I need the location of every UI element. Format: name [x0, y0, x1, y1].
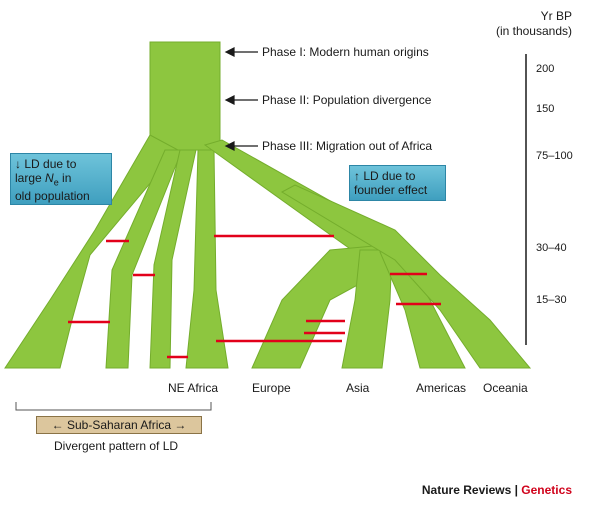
- trunk-branch: [149, 41, 221, 151]
- ne-subscript: e: [53, 177, 59, 188]
- region-ne-africa: NE Africa: [168, 381, 219, 395]
- region-europe: Europe: [252, 381, 291, 395]
- time-tick-label: 75–100: [536, 150, 573, 162]
- journal-credit: Nature Reviews | Genetics: [422, 483, 572, 497]
- brand-separator: |: [511, 483, 522, 497]
- region-asia: Asia: [346, 381, 370, 395]
- phase-3-label: Phase III: Migration out of Africa: [262, 139, 433, 153]
- africa-branch-1: [4, 134, 179, 369]
- ld-decrease-box: ↓ LD due to large Ne in old population: [10, 153, 112, 205]
- time-tick-label: 200: [536, 63, 555, 75]
- sub-saharan-box: ← Sub-Saharan Africa →: [36, 416, 202, 434]
- ne-africa-branch: [185, 149, 229, 369]
- time-tick-label: 30–40: [536, 242, 567, 254]
- ld-decrease-line2: large Ne in: [15, 171, 107, 189]
- phase-1-label: Phase I: Modern human origins: [262, 45, 429, 59]
- time-tick-label: 150: [536, 103, 555, 115]
- ld-decrease-pre: large: [15, 171, 46, 185]
- africa-branch-3: [149, 149, 197, 369]
- brand-name: Nature Reviews: [421, 483, 512, 497]
- ld-decrease-line1: ↓ LD due to: [15, 157, 107, 171]
- timescale-subtitle: (in thousands): [495, 24, 572, 38]
- oceania-branch: [280, 184, 532, 369]
- ld-decrease-line3: old population: [15, 189, 90, 204]
- phase2-arrowhead: [224, 95, 235, 105]
- region-americas: Americas: [416, 381, 467, 395]
- sub-saharan-caption: Divergent pattern of LD: [54, 439, 179, 453]
- ld-decrease-post: in: [58, 171, 72, 185]
- ld-increase-line1: ↑ LD due to: [354, 169, 441, 183]
- phase3-arrowhead: [224, 141, 235, 151]
- timescale-title: Yr BP: [540, 9, 572, 23]
- ld-increase-text: LD due to: [363, 169, 416, 183]
- up-arrow-icon: ↑: [354, 169, 360, 183]
- sub-saharan-label: Sub-Saharan Africa: [66, 418, 172, 432]
- phase1-arrowhead: [224, 47, 235, 57]
- right-arrow-icon: →: [174, 418, 187, 432]
- sub-saharan-bracket: [15, 402, 212, 411]
- ne-symbol: N: [45, 171, 54, 185]
- phase-2-label: Phase II: Population divergence: [262, 93, 432, 107]
- ld-decrease-text: LD due to: [24, 157, 77, 171]
- time-tick-label: 15–30: [536, 294, 567, 306]
- down-arrow-icon: ↓: [15, 157, 21, 171]
- ld-increase-box: ↑ LD due to founder effect: [349, 165, 446, 201]
- left-arrow-icon: ←: [51, 418, 64, 432]
- ld-increase-line2: founder effect: [354, 183, 428, 197]
- journal-name: Genetics: [521, 483, 572, 497]
- region-oceania: Oceania: [483, 381, 528, 395]
